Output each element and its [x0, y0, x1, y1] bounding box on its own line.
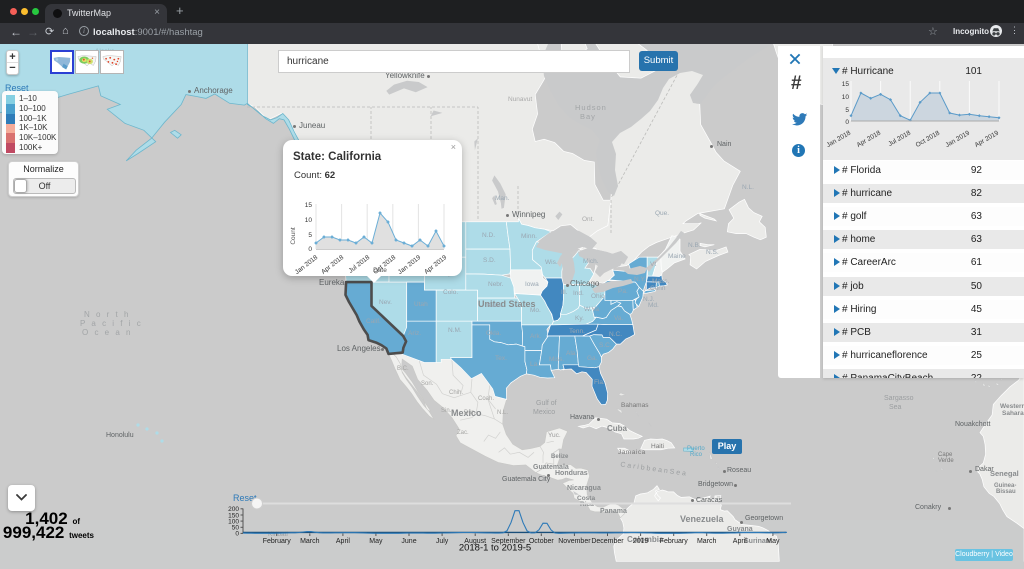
svg-text:10: 10	[305, 217, 313, 224]
svg-text:Jan 2018: Jan 2018	[827, 129, 852, 149]
svg-text:Count: Count	[290, 227, 297, 245]
svg-text:Oct 2018: Oct 2018	[915, 129, 942, 148]
svg-text:15: 15	[842, 81, 850, 88]
svg-text:0: 0	[845, 119, 849, 126]
svg-text:May: May	[766, 538, 780, 545]
svg-text:May: May	[369, 538, 383, 545]
svg-text:10: 10	[842, 94, 850, 101]
svg-text:0: 0	[308, 246, 312, 253]
svg-text:October: October	[529, 538, 555, 545]
svg-text:Apr 2018: Apr 2018	[320, 254, 345, 276]
svg-text:February: February	[263, 538, 292, 545]
svg-text:August: August	[464, 538, 486, 545]
svg-text:Date: Date	[373, 267, 387, 274]
svg-text:September: September	[491, 538, 526, 545]
svg-text:5: 5	[845, 107, 849, 114]
svg-text:April: April	[733, 538, 747, 545]
svg-text:Jan 2019: Jan 2019	[397, 254, 423, 276]
svg-text:Apr 2019: Apr 2019	[974, 129, 1001, 148]
svg-text:Jul 2018: Jul 2018	[887, 129, 912, 148]
svg-text:150: 150	[228, 512, 239, 519]
svg-text:2019: 2019	[633, 538, 649, 545]
svg-text:Jul 2018: Jul 2018	[348, 254, 372, 275]
svg-text:December: December	[591, 538, 624, 545]
svg-text:Jan 2018: Jan 2018	[294, 254, 320, 276]
svg-text:0: 0	[235, 531, 239, 538]
svg-text:5: 5	[308, 232, 312, 239]
svg-text:200: 200	[228, 506, 239, 513]
svg-text:April: April	[336, 538, 350, 545]
svg-text:Jan 2019: Jan 2019	[944, 129, 971, 149]
svg-text:100: 100	[228, 518, 239, 525]
svg-text:July: July	[436, 538, 449, 545]
svg-text:50: 50	[232, 525, 240, 532]
svg-text:March: March	[697, 538, 717, 545]
svg-text:Apr 2018: Apr 2018	[856, 129, 883, 148]
svg-text:June: June	[401, 538, 416, 545]
svg-text:March: March	[300, 538, 320, 545]
svg-text:Apr 2019: Apr 2019	[423, 254, 448, 276]
svg-text:15: 15	[305, 202, 313, 209]
svg-text:2018-1 to 2019-5: 2018-1 to 2019-5	[459, 543, 531, 554]
svg-text:November: November	[558, 538, 591, 545]
svg-text:February: February	[660, 538, 689, 545]
